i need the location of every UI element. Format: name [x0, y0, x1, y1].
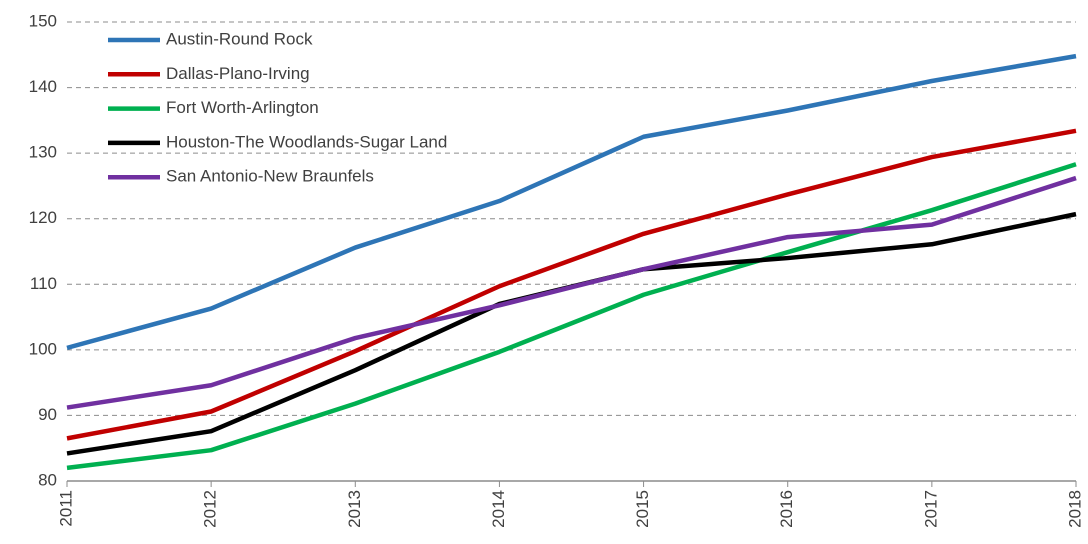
legend-label: Austin-Round Rock — [166, 29, 313, 48]
y-tick-label: 80 — [38, 470, 57, 489]
x-tick-label: 2014 — [489, 490, 508, 528]
series-line — [66, 211, 1077, 456]
y-tick-label: 150 — [29, 11, 57, 30]
y-tick-label: 130 — [29, 143, 57, 162]
x-tick-label: 2016 — [777, 490, 796, 528]
y-tick-label: 140 — [29, 77, 57, 96]
y-tick-label: 120 — [29, 208, 57, 227]
series-line — [66, 128, 1077, 441]
series-line — [66, 53, 1077, 351]
series-line — [66, 162, 1077, 471]
x-tick-label: 2012 — [201, 490, 220, 528]
legend-label: San Antonio-New Braunfels — [166, 167, 374, 186]
x-tick-label: 2015 — [633, 490, 652, 528]
y-tick-label: 110 — [30, 274, 57, 293]
x-tick-label: 2011 — [56, 490, 75, 527]
x-tick-label: 2018 — [1065, 490, 1084, 528]
legend-label: Houston-The Woodlands-Sugar Land — [166, 132, 447, 151]
x-tick-label: 2013 — [345, 490, 364, 528]
y-tick-label: 100 — [29, 339, 57, 358]
legend-label: Dallas-Plano-Irving — [166, 64, 310, 83]
y-tick-label: 90 — [38, 405, 57, 424]
legend-label: Fort Worth-Arlington — [166, 98, 319, 117]
x-tick-label: 2017 — [921, 490, 940, 528]
series-line — [66, 175, 1077, 410]
